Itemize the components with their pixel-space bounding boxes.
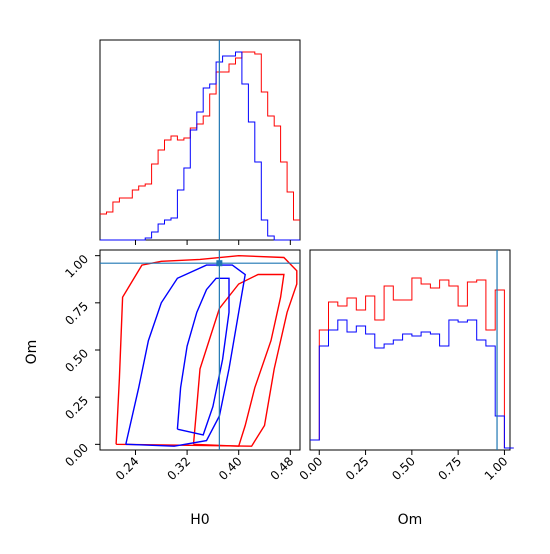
contour-blue-inner bbox=[176, 277, 230, 436]
om-histogram-x-axis-label: Om bbox=[398, 512, 423, 528]
contour-x-tick-label-3: 0.48 bbox=[268, 454, 297, 483]
om-histogram-frame bbox=[309, 249, 511, 451]
contour-y-tick-label-1: 0.25 bbox=[62, 393, 91, 422]
contour-y-tick-label-4: 1.00 bbox=[62, 252, 91, 281]
h0-histogram-series-red bbox=[100, 51, 300, 221]
h0-histogram-series-blue bbox=[100, 51, 300, 241]
contour-red-outer bbox=[115, 254, 298, 447]
contour-blue-outer bbox=[125, 264, 246, 447]
contour-x-tick-label-2: 0.40 bbox=[216, 454, 245, 483]
contour-x-tick-label-1: 0.32 bbox=[164, 454, 193, 483]
contour-truth-marker bbox=[216, 260, 223, 267]
om-histogram-x-tick-label-0: 0.00 bbox=[297, 454, 326, 483]
om-histogram-series-blue bbox=[310, 319, 514, 449]
om-histogram-x-tick-label-2: 0.50 bbox=[389, 454, 418, 483]
om-histogram-panel: 0.00 0.25 0.50 0.75 1.00 bbox=[297, 250, 514, 483]
contour-y-axis-label: Om bbox=[24, 340, 40, 365]
om-histogram-series-red bbox=[310, 277, 514, 449]
om-histogram-x-tick-label-4: 1.00 bbox=[482, 454, 511, 483]
contour-y-tick-label-3: 0.75 bbox=[62, 299, 91, 328]
h0-histogram-frame bbox=[99, 39, 301, 241]
contour-panel: 0.24 0.32 0.40 0.48 0.00 0.25 0.50 0.75 1.00 bbox=[62, 250, 300, 483]
contour-panel-frame bbox=[99, 249, 301, 451]
contour-y-tick-label-2: 0.50 bbox=[62, 346, 91, 375]
om-histogram-x-tick-label-1: 0.25 bbox=[343, 454, 372, 483]
contour-x-tick-label-0: 0.24 bbox=[113, 454, 142, 483]
om-histogram-x-tick-label-3: 0.75 bbox=[435, 454, 464, 483]
h0-histogram-panel bbox=[100, 40, 300, 245]
contour-red-inner bbox=[192, 273, 285, 447]
contour-y-tick-label-0: 0.00 bbox=[62, 441, 91, 470]
contour-x-axis-label: H0 bbox=[190, 512, 209, 528]
